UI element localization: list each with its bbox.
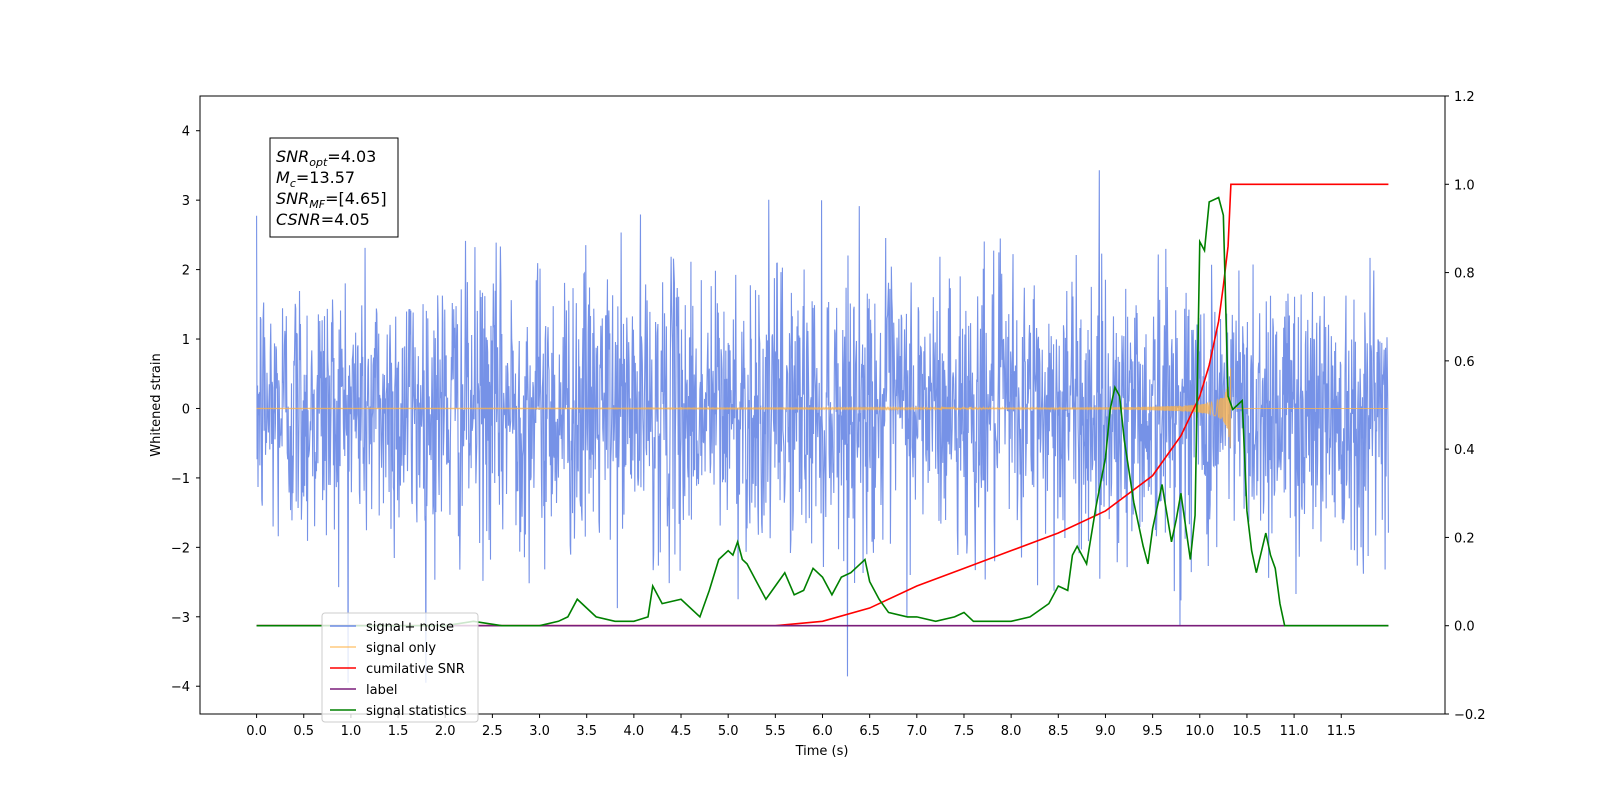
y-tick-label: 1 xyxy=(182,333,190,348)
y-tick-label: −4 xyxy=(171,680,190,695)
annotation-value: =13.57 xyxy=(296,168,355,187)
x-tick-label: 10.5 xyxy=(1232,724,1261,739)
x-tick-label: 5.5 xyxy=(765,724,786,739)
legend-label: signal+ noise xyxy=(366,620,454,635)
x-tick-label: 6.0 xyxy=(812,724,833,739)
legend: signal+ noise signal only cumilative SNR la… xyxy=(321,612,479,723)
y2-tick-label: −0.2 xyxy=(1454,708,1486,723)
y2-tick-label: 0.8 xyxy=(1454,267,1475,282)
series-cumulative-snr xyxy=(256,183,1389,627)
y-tick-label: −3 xyxy=(171,611,190,626)
plot-area xyxy=(256,170,1389,683)
x-tick-label: 3.0 xyxy=(529,724,550,739)
x-tick-label: 0.5 xyxy=(293,724,314,739)
x-tick-label: 8.5 xyxy=(1048,724,1069,739)
legend-frame xyxy=(321,612,479,723)
x-tick-label: 2.5 xyxy=(482,724,503,739)
x-tick-label: 4.5 xyxy=(671,724,692,739)
x-tick-label: 1.0 xyxy=(341,724,362,739)
x-tick-label: 7.0 xyxy=(906,724,927,739)
x-tick-label: 11.5 xyxy=(1327,724,1356,739)
x-tick-label: 11.0 xyxy=(1280,724,1309,739)
y-tick-label: −2 xyxy=(171,541,190,556)
y2-tick-label: 0.2 xyxy=(1454,531,1475,546)
annotation-value: =[4.65] xyxy=(325,189,387,208)
y-tick-label: 0 xyxy=(182,402,190,417)
x-tick-label: 0.0 xyxy=(246,724,267,739)
y-tick-label: 3 xyxy=(182,194,190,209)
y-tick-label: 2 xyxy=(182,264,190,279)
annotation-value: =4.05 xyxy=(321,210,370,229)
annotation-line: SNRMF=[4.65] xyxy=(276,189,387,211)
x-tick-label: 8.0 xyxy=(1001,724,1022,739)
x-tick-label: 9.0 xyxy=(1095,724,1116,739)
x-tick-label: 7.5 xyxy=(954,724,975,739)
series-signal-statistics xyxy=(256,196,1389,627)
legend-label: cumilative SNR xyxy=(366,662,465,677)
y-tick-label: −1 xyxy=(171,472,190,487)
annotation-base: M xyxy=(276,168,290,187)
annotation-base: SNR xyxy=(276,147,309,166)
y2-tick-label: 0.6 xyxy=(1454,355,1475,370)
annotation-subscript: opt xyxy=(309,156,328,169)
x-tick-label: 9.5 xyxy=(1142,724,1163,739)
annotation-subscript: c xyxy=(290,177,296,190)
annotation-line: SNRopt=4.03 xyxy=(276,147,376,169)
y-tick-label: 4 xyxy=(182,125,190,140)
legend-label: label xyxy=(366,683,397,698)
x-tick-label: 2.0 xyxy=(435,724,456,739)
annotation-subscript: MF xyxy=(309,198,325,211)
annotation-base: SNR xyxy=(276,189,309,208)
annotation-value: =4.03 xyxy=(327,147,376,166)
x-tick-label: 3.5 xyxy=(576,724,597,739)
y2-tick-label: 0.4 xyxy=(1454,443,1475,458)
series-signal-plus-noise xyxy=(256,170,1389,683)
annotation-frame xyxy=(269,137,399,238)
y-axis-left: 4 3 2 1 0 −1 −2 −3 −4 xyxy=(171,125,200,695)
x-tick-label: 5.0 xyxy=(718,724,739,739)
x-axis: 0.0 0.5 1.0 1.5 2.0 2.5 3.0 3.5 4.0 4.5 5.0 5.5 6.0 6… xyxy=(246,714,1356,739)
y-axis-label: Whitened strain xyxy=(149,353,164,456)
legend-label: signal statistics xyxy=(366,704,467,719)
x-tick-label: 6.5 xyxy=(859,724,880,739)
x-tick-label: 1.5 xyxy=(388,724,409,739)
series-signal-only xyxy=(256,368,1389,448)
y2-tick-label: 0.0 xyxy=(1454,620,1475,635)
annotation-line: Mc=13.57 xyxy=(276,168,355,190)
y2-tick-label: 1.2 xyxy=(1454,90,1475,105)
y-axis-right: 1.2 1.0 0.8 0.6 0.4 0.2 0.0 −0.2 xyxy=(1445,90,1486,723)
legend-label: signal only xyxy=(366,641,436,656)
annotation-base: CSNR xyxy=(276,210,321,229)
annotation-line: CSNR=4.05 xyxy=(276,210,370,229)
x-axis-label: Time (s) xyxy=(795,744,849,759)
y2-tick-label: 1.0 xyxy=(1454,178,1475,193)
x-tick-label: 10.0 xyxy=(1185,724,1214,739)
x-tick-label: 4.0 xyxy=(624,724,645,739)
